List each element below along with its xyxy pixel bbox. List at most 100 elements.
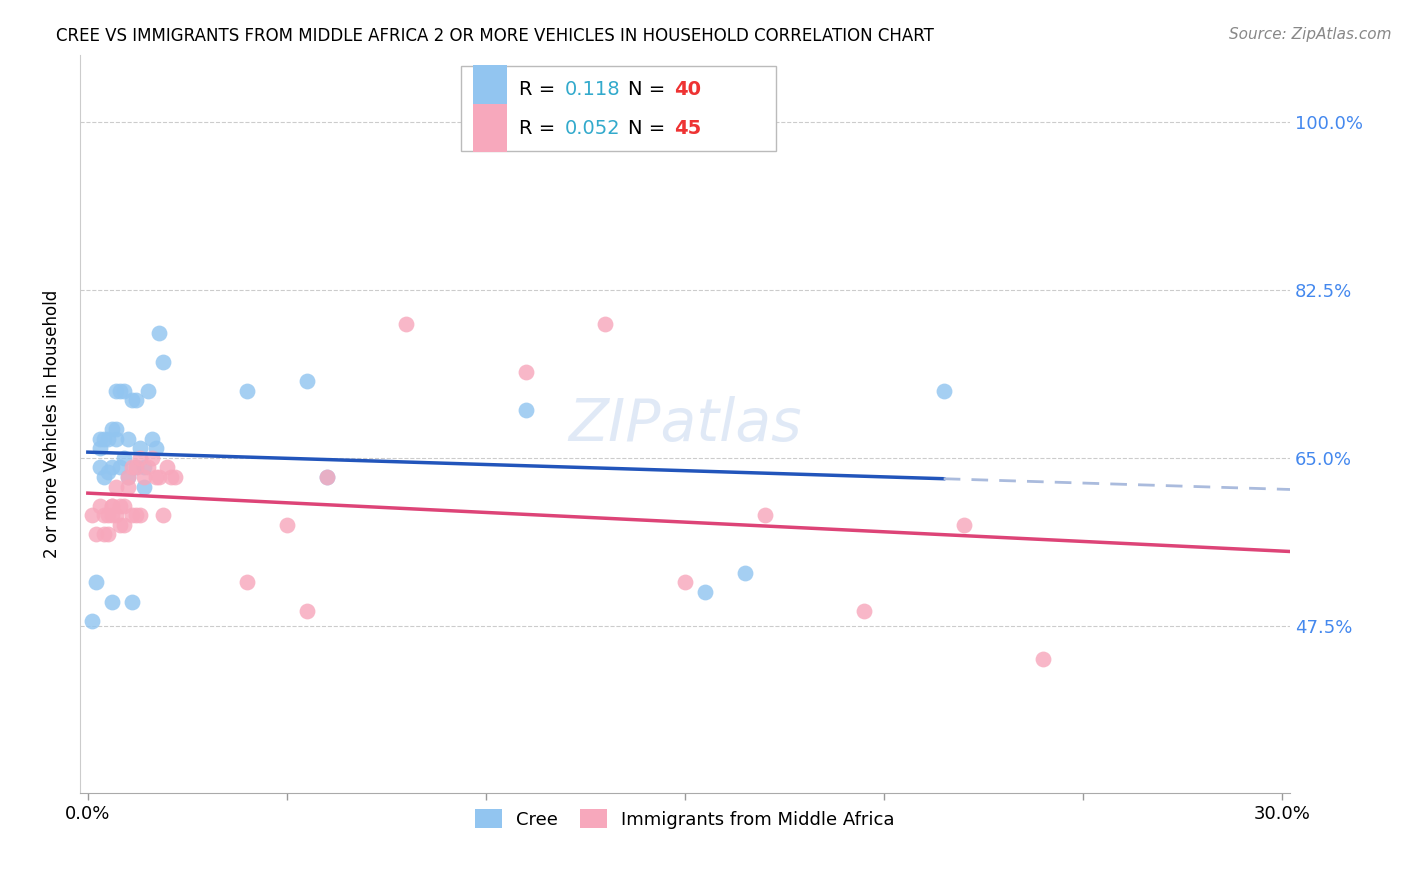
Point [124, 460, 146, 475]
Point [132, 470, 155, 484]
Point [121, 393, 143, 408]
Text: N =: N = [628, 79, 672, 99]
Point [160, 470, 183, 484]
Point [108, 499, 131, 513]
FancyBboxPatch shape [474, 104, 508, 153]
Point [754, 508, 776, 523]
Point [80, 614, 103, 628]
Point [100, 422, 122, 436]
Point [100, 508, 122, 523]
Point [93, 470, 115, 484]
Point [165, 470, 187, 484]
Point [141, 432, 163, 446]
Point [84, 527, 107, 541]
Point [104, 432, 127, 446]
Text: N =: N = [628, 119, 672, 137]
Point [100, 594, 122, 608]
Point [124, 393, 146, 408]
Point [121, 460, 143, 475]
Point [693, 585, 716, 599]
Point [141, 450, 163, 465]
Point [1032, 652, 1054, 666]
Point [515, 364, 537, 378]
FancyBboxPatch shape [474, 65, 508, 113]
Text: 0.118: 0.118 [565, 79, 621, 99]
Point [295, 374, 318, 388]
Point [932, 384, 955, 398]
Text: 45: 45 [673, 119, 702, 137]
Point [734, 566, 756, 580]
Y-axis label: 2 or more Vehicles in Household: 2 or more Vehicles in Household [44, 290, 60, 558]
Point [100, 499, 122, 513]
Point [515, 402, 537, 417]
Point [89, 432, 111, 446]
Point [121, 508, 143, 523]
Point [121, 594, 143, 608]
Point [673, 575, 696, 590]
Text: Source: ZipAtlas.com: Source: ZipAtlas.com [1229, 27, 1392, 42]
Text: R =: R = [519, 79, 561, 99]
Point [104, 508, 127, 523]
Point [315, 470, 337, 484]
Point [93, 432, 115, 446]
Point [108, 460, 131, 475]
Point [128, 450, 150, 465]
Point [124, 508, 146, 523]
Point [128, 441, 150, 455]
Legend: Cree, Immigrants from Middle Africa: Cree, Immigrants from Middle Africa [468, 802, 903, 836]
Point [136, 460, 159, 475]
Point [97, 508, 120, 523]
Point [117, 470, 139, 484]
Point [124, 460, 146, 475]
Point [112, 499, 135, 513]
Point [148, 470, 170, 484]
Point [93, 527, 115, 541]
Point [117, 432, 139, 446]
Point [136, 384, 159, 398]
FancyBboxPatch shape [461, 66, 776, 151]
Point [112, 384, 135, 398]
Point [104, 422, 127, 436]
Point [853, 604, 876, 618]
Point [145, 441, 167, 455]
Text: CREE VS IMMIGRANTS FROM MIDDLE AFRICA 2 OR MORE VEHICLES IN HOUSEHOLD CORRELATIO: CREE VS IMMIGRANTS FROM MIDDLE AFRICA 2 … [56, 27, 934, 45]
Point [93, 508, 115, 523]
Point [128, 508, 150, 523]
Text: R =: R = [519, 119, 561, 137]
Point [100, 499, 122, 513]
Point [108, 384, 131, 398]
Point [97, 527, 120, 541]
Point [80, 508, 103, 523]
Point [132, 460, 155, 475]
Point [152, 355, 174, 369]
Point [276, 517, 298, 532]
Text: ZIPatlas: ZIPatlas [568, 396, 801, 453]
Point [112, 517, 135, 532]
Point [112, 450, 135, 465]
Point [84, 575, 107, 590]
Point [156, 460, 179, 475]
Point [89, 499, 111, 513]
Point [236, 384, 259, 398]
Point [104, 384, 127, 398]
Point [152, 508, 174, 523]
Point [117, 470, 139, 484]
Point [100, 460, 122, 475]
Point [315, 470, 337, 484]
Point [104, 479, 127, 493]
Point [148, 326, 170, 341]
Point [97, 432, 120, 446]
Point [89, 460, 111, 475]
Point [145, 470, 167, 484]
Point [117, 479, 139, 493]
Point [395, 317, 418, 331]
Point [108, 517, 131, 532]
Point [236, 575, 259, 590]
Point [295, 604, 318, 618]
Point [595, 317, 617, 331]
Point [89, 441, 111, 455]
Text: 40: 40 [673, 79, 702, 99]
Text: 0.052: 0.052 [565, 119, 621, 137]
Point [952, 517, 974, 532]
Point [132, 479, 155, 493]
